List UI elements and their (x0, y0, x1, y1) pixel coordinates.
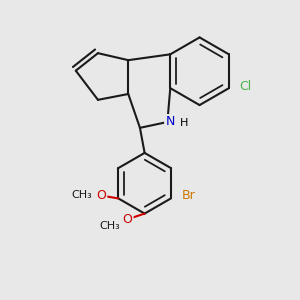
Text: Br: Br (182, 189, 195, 202)
Text: H: H (180, 118, 189, 128)
Text: CH₃: CH₃ (99, 221, 120, 231)
Text: O: O (122, 213, 132, 226)
Text: CH₃: CH₃ (72, 190, 93, 200)
Text: Cl: Cl (239, 80, 251, 94)
Text: O: O (96, 189, 106, 202)
Text: N: N (166, 116, 175, 128)
